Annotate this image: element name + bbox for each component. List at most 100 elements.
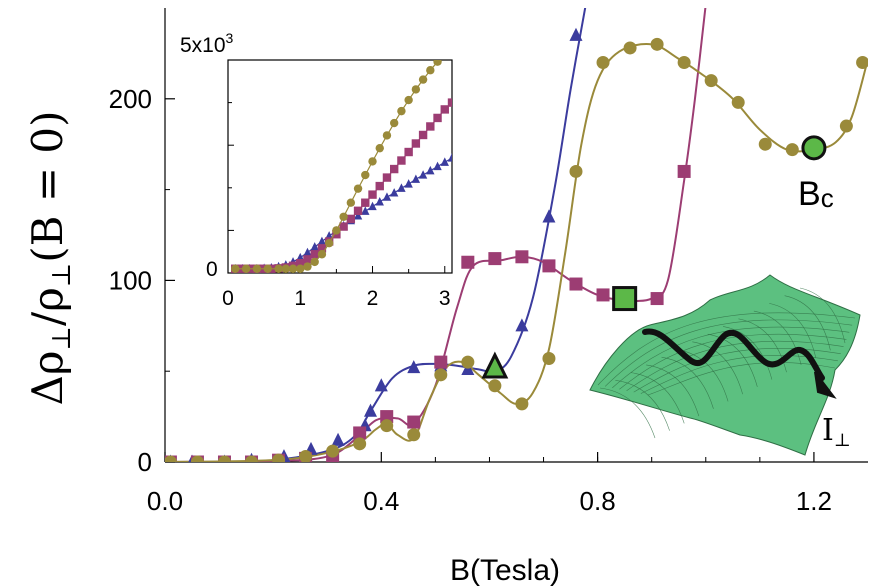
y-tick-label: 100 — [109, 265, 152, 295]
inset-data-point-triangle — [375, 197, 384, 206]
data-point-circle — [515, 397, 529, 411]
surface-grid-line — [676, 349, 729, 402]
surface-grid-line — [597, 312, 856, 386]
inset-data-point-circle — [263, 264, 272, 273]
x-tick-label: 0.4 — [363, 486, 399, 516]
inset-data-point-circle — [310, 257, 319, 267]
highlight-marker-square — [612, 286, 638, 312]
data-point-triangle — [363, 403, 377, 417]
inset-x-tick-label: 0 — [222, 287, 234, 310]
surface-grid-line — [784, 295, 831, 351]
inset-data-point-triangle — [368, 201, 377, 211]
inset-data-point-circle — [441, 49, 449, 57]
data-point-square — [542, 259, 556, 273]
surface-grid-line — [647, 362, 836, 396]
data-point-circle — [758, 137, 772, 151]
inset-data-point-triangle — [310, 242, 319, 251]
inset-data-point-circle — [288, 264, 298, 273]
inset-data-point-square — [389, 164, 399, 174]
surface-grid-line — [723, 326, 773, 380]
data-point-square — [407, 415, 421, 429]
surface-grid-line — [707, 333, 758, 387]
surface-grid-line — [661, 356, 714, 409]
inset-data-point-circle — [281, 264, 291, 273]
current-path — [642, 328, 825, 381]
inset-data-point-triangle — [433, 161, 442, 171]
data-point-circle — [488, 379, 502, 393]
inset-data-point-circle — [332, 226, 341, 235]
data-point-square — [488, 252, 502, 266]
surface-grid — [597, 287, 856, 439]
current-arrow-head — [814, 371, 837, 399]
inset-data-point-triangle — [397, 183, 406, 192]
x-tick-label: 0.0 — [147, 486, 183, 516]
inset-y-zero-label: 0 — [206, 258, 218, 281]
data-point-square — [677, 164, 691, 178]
data-point-square — [434, 355, 448, 369]
inset-x-tick-label: 3 — [439, 287, 451, 310]
inset-x-tick-label: 2 — [367, 287, 379, 310]
inset-data-point-triangle — [440, 157, 449, 166]
inset-data-point-square — [317, 244, 327, 253]
highlight-marker-circle — [801, 135, 827, 161]
data-point-circle — [596, 55, 610, 69]
x-axis-title: B(Tesla) — [450, 554, 560, 587]
data-point-square — [353, 426, 367, 440]
inset-data-point-triangle — [382, 192, 392, 201]
data-point-square — [461, 255, 475, 269]
surface-grid-line — [626, 340, 844, 391]
inset-data-point-square — [303, 255, 312, 264]
data-point-circle — [731, 95, 745, 109]
surface-grid-line — [619, 333, 847, 390]
surface-grid-line — [615, 380, 670, 431]
inset-y-top-label: 5x103 — [180, 30, 234, 57]
inset-data-point-square — [397, 156, 406, 165]
inset-data-point-square — [339, 222, 348, 231]
inset-data-point-triangle — [447, 153, 452, 162]
inset-data-point-triangle — [389, 188, 399, 197]
inset-data-point-circle — [252, 264, 262, 273]
inset-data-point-triangle — [418, 170, 428, 179]
main-points — [165, 27, 868, 462]
inset-data-point-circle — [274, 264, 283, 273]
data-point-triangle — [331, 432, 345, 446]
data-point-circle — [190, 455, 204, 462]
inset-points — [231, 49, 452, 273]
inset-data-point-circle — [411, 85, 421, 94]
y-tick-label: 200 — [109, 84, 152, 114]
inset-data-point-triangle — [353, 211, 363, 220]
inset-data-point-square — [404, 147, 413, 157]
data-point-circle — [650, 37, 664, 51]
inset-data-point-triangle — [426, 165, 435, 175]
surface-grid-line — [599, 387, 656, 439]
data-point-circle — [407, 428, 421, 442]
inset-data-point-circle — [296, 264, 305, 273]
data-point-circle — [165, 455, 177, 462]
inset-data-point-triangle — [361, 206, 370, 215]
data-point-triangle — [569, 27, 583, 41]
surface-grid-line — [738, 318, 787, 373]
inset-data-point-square — [296, 259, 305, 268]
data-point-circle — [326, 444, 340, 458]
data-point-circle — [217, 455, 231, 462]
x-tick-label: 0.8 — [580, 486, 616, 516]
inset-data-point-square — [353, 206, 363, 216]
data-point-triangle — [374, 378, 388, 392]
data-point-triangle — [515, 318, 529, 332]
bc-label: Bc — [798, 175, 834, 213]
inset-data-point-circle — [324, 238, 334, 248]
inset-x-tick-label: 1 — [294, 287, 306, 310]
surface-grid-line — [692, 341, 743, 395]
inset-data-point-circle — [418, 75, 428, 84]
inset-data-point-triangle — [317, 236, 327, 246]
data-point-circle — [542, 351, 556, 365]
inset-data-point-circle — [382, 131, 392, 140]
inset-data-point-square — [375, 181, 384, 191]
current-label: I⊥ — [822, 413, 851, 451]
inset-data-point-circle — [339, 212, 348, 221]
inset-data-point-circle — [361, 170, 370, 180]
inset-data-point-square — [426, 122, 435, 131]
highlighted-markers — [481, 135, 827, 379]
